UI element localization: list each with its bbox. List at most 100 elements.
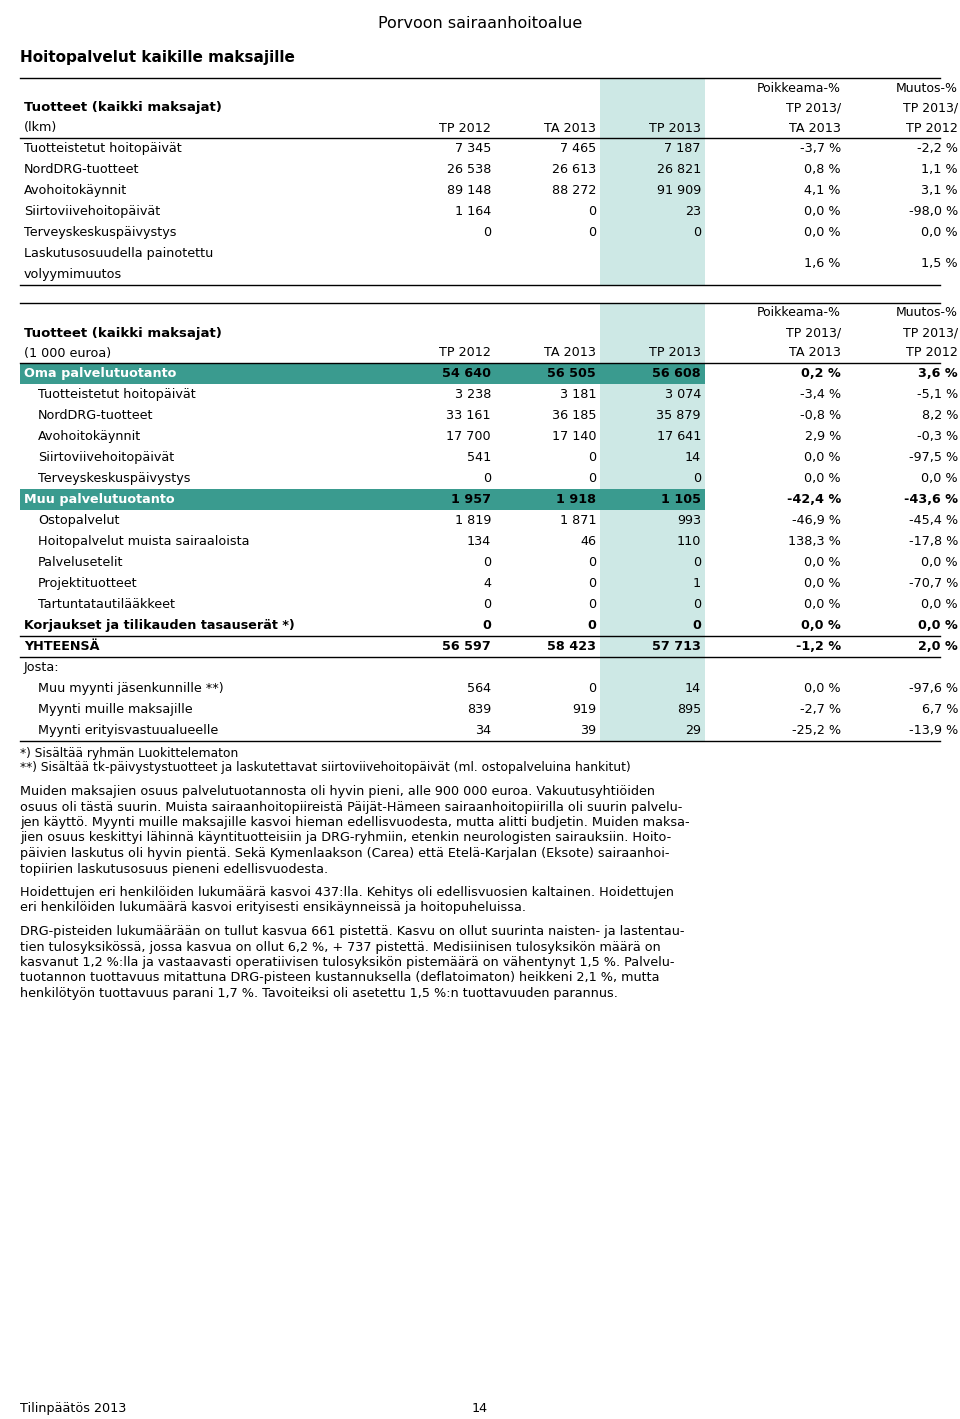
- Text: NordDRG-tuotteet: NordDRG-tuotteet: [24, 163, 139, 176]
- Text: 54 640: 54 640: [442, 368, 491, 380]
- Bar: [600, 304, 705, 363]
- Text: -42,4 %: -42,4 %: [787, 492, 841, 507]
- Bar: [600, 490, 705, 509]
- Text: 1 918: 1 918: [556, 492, 596, 507]
- Bar: [600, 78, 705, 138]
- Text: 26 613: 26 613: [552, 163, 596, 176]
- Text: TP 2013/: TP 2013/: [786, 326, 841, 339]
- Text: 1 164: 1 164: [455, 204, 491, 219]
- Text: 17 140: 17 140: [551, 430, 596, 443]
- Text: TA 2013: TA 2013: [544, 346, 596, 359]
- Text: 3,1 %: 3,1 %: [922, 184, 958, 197]
- Text: 0: 0: [483, 473, 491, 485]
- Text: Tuotteistetut hoitopäivät: Tuotteistetut hoitopäivät: [24, 142, 181, 155]
- Text: henkilötyön tuottavuus parani 1,7 %. Tavoiteiksi oli asetettu 1,5 %:n tuottavuud: henkilötyön tuottavuus parani 1,7 %. Tav…: [20, 988, 618, 1000]
- Text: tien tulosyksikössä, jossa kasvua on ollut 6,2 %, + 737 pistettä. Medisiinisen t: tien tulosyksikössä, jossa kasvua on oll…: [20, 941, 660, 954]
- Text: 919: 919: [572, 702, 596, 717]
- Text: kasvanut 1,2 %:lla ja vastaavasti operatiivisen tulosyksikön pistemäärä on vähen: kasvanut 1,2 %:lla ja vastaavasti operat…: [20, 956, 675, 969]
- Text: 0,0 %: 0,0 %: [804, 556, 841, 569]
- Text: -3,7 %: -3,7 %: [800, 142, 841, 155]
- Text: 1 871: 1 871: [560, 514, 596, 526]
- Text: 0: 0: [588, 204, 596, 219]
- Text: -2,2 %: -2,2 %: [917, 142, 958, 155]
- Text: tuotannon tuottavuus mitattuna DRG-pisteen kustannuksella (deflatoimaton) heikke: tuotannon tuottavuus mitattuna DRG-piste…: [20, 972, 660, 985]
- Text: 0: 0: [693, 597, 701, 612]
- Text: -43,6 %: -43,6 %: [904, 492, 958, 507]
- Bar: [600, 138, 705, 159]
- Text: Tartuntatautilääkkeet: Tartuntatautilääkkeet: [38, 597, 175, 612]
- Text: TP 2013: TP 2013: [649, 346, 701, 359]
- Text: Terveyskeskuspäivystys: Terveyskeskuspäivystys: [38, 473, 190, 485]
- Text: -97,6 %: -97,6 %: [909, 683, 958, 695]
- Text: Myynti muille maksajille: Myynti muille maksajille: [38, 702, 193, 717]
- Text: 88 272: 88 272: [552, 184, 596, 197]
- Text: 0: 0: [588, 451, 596, 464]
- Text: *) Sisältää ryhmän Luokittelematon: *) Sisältää ryhmän Luokittelematon: [20, 746, 238, 761]
- Text: 1: 1: [693, 578, 701, 590]
- Text: 2,0 %: 2,0 %: [919, 640, 958, 653]
- Text: 0: 0: [483, 597, 491, 612]
- Text: Hoitopalvelut muista sairaaloista: Hoitopalvelut muista sairaaloista: [38, 535, 250, 548]
- Text: 0,8 %: 0,8 %: [804, 163, 841, 176]
- Text: -97,5 %: -97,5 %: [909, 451, 958, 464]
- Text: 0,0 %: 0,0 %: [802, 619, 841, 631]
- Text: 39: 39: [580, 724, 596, 736]
- Text: 58 423: 58 423: [547, 640, 596, 653]
- Text: (lkm): (lkm): [24, 122, 58, 135]
- Text: 56 608: 56 608: [653, 368, 701, 380]
- Text: 110: 110: [677, 535, 701, 548]
- Text: 1 957: 1 957: [451, 492, 491, 507]
- Text: TP 2012: TP 2012: [906, 346, 958, 359]
- Text: 89 148: 89 148: [446, 184, 491, 197]
- Bar: [600, 159, 705, 180]
- Bar: [600, 243, 705, 285]
- Text: TP 2013: TP 2013: [649, 122, 701, 135]
- Text: 1 105: 1 105: [661, 492, 701, 507]
- Text: 1,5 %: 1,5 %: [922, 257, 958, 271]
- Bar: [20, 490, 705, 509]
- Text: -1,2 %: -1,2 %: [796, 640, 841, 653]
- Text: osuus oli tästä suurin. Muista sairaanhoitopiireistä Päijät-Hämeen sairaanhoitop: osuus oli tästä suurin. Muista sairaanho…: [20, 800, 683, 813]
- Bar: [600, 509, 705, 531]
- Text: päivien laskutus oli hyvin pientä. Sekä Kymenlaakson (Carea) että Etelä-Karjalan: päivien laskutus oli hyvin pientä. Sekä …: [20, 847, 669, 860]
- Text: -17,8 %: -17,8 %: [908, 535, 958, 548]
- Text: -98,0 %: -98,0 %: [909, 204, 958, 219]
- Text: 0,0 %: 0,0 %: [804, 226, 841, 238]
- Bar: [600, 531, 705, 552]
- Text: 26 821: 26 821: [657, 163, 701, 176]
- Bar: [600, 363, 705, 385]
- Text: Tuotteet (kaikki maksajat): Tuotteet (kaikki maksajat): [24, 102, 222, 115]
- Bar: [600, 614, 705, 636]
- Text: TA 2013: TA 2013: [789, 346, 841, 359]
- Text: Siirtoviivehoitopäivät: Siirtoviivehoitopäivät: [24, 204, 160, 219]
- Text: 0: 0: [588, 619, 596, 631]
- Text: Tuotteistetut hoitopäivät: Tuotteistetut hoitopäivät: [38, 387, 196, 402]
- Text: 541: 541: [467, 451, 491, 464]
- Bar: [600, 678, 705, 700]
- Bar: [600, 595, 705, 614]
- Text: Muu palvelutuotanto: Muu palvelutuotanto: [24, 492, 175, 507]
- Text: 56 597: 56 597: [443, 640, 491, 653]
- Text: Ostopalvelut: Ostopalvelut: [38, 514, 119, 526]
- Text: Palvelusetelit: Palvelusetelit: [38, 556, 124, 569]
- Text: 0,0 %: 0,0 %: [804, 683, 841, 695]
- Text: 36 185: 36 185: [551, 409, 596, 421]
- Text: Muiden maksajien osuus palvelutuotannosta oli hyvin pieni, alle 900 000 euroa. V: Muiden maksajien osuus palvelutuotannost…: [20, 785, 655, 797]
- Text: 1 819: 1 819: [455, 514, 491, 526]
- Text: Poikkeama-%: Poikkeama-%: [757, 81, 841, 95]
- Bar: [600, 221, 705, 243]
- Bar: [600, 700, 705, 719]
- Text: 0,0 %: 0,0 %: [922, 556, 958, 569]
- Text: 0: 0: [588, 473, 596, 485]
- Text: 7 465: 7 465: [560, 142, 596, 155]
- Text: 7 345: 7 345: [455, 142, 491, 155]
- Bar: [20, 363, 705, 385]
- Text: 7 187: 7 187: [664, 142, 701, 155]
- Text: -2,7 %: -2,7 %: [800, 702, 841, 717]
- Text: 0,0 %: 0,0 %: [922, 226, 958, 238]
- Text: 0,0 %: 0,0 %: [804, 473, 841, 485]
- Text: Hoitopalvelut kaikille maksajille: Hoitopalvelut kaikille maksajille: [20, 50, 295, 65]
- Text: 0: 0: [483, 556, 491, 569]
- Bar: [600, 201, 705, 221]
- Text: 26 538: 26 538: [446, 163, 491, 176]
